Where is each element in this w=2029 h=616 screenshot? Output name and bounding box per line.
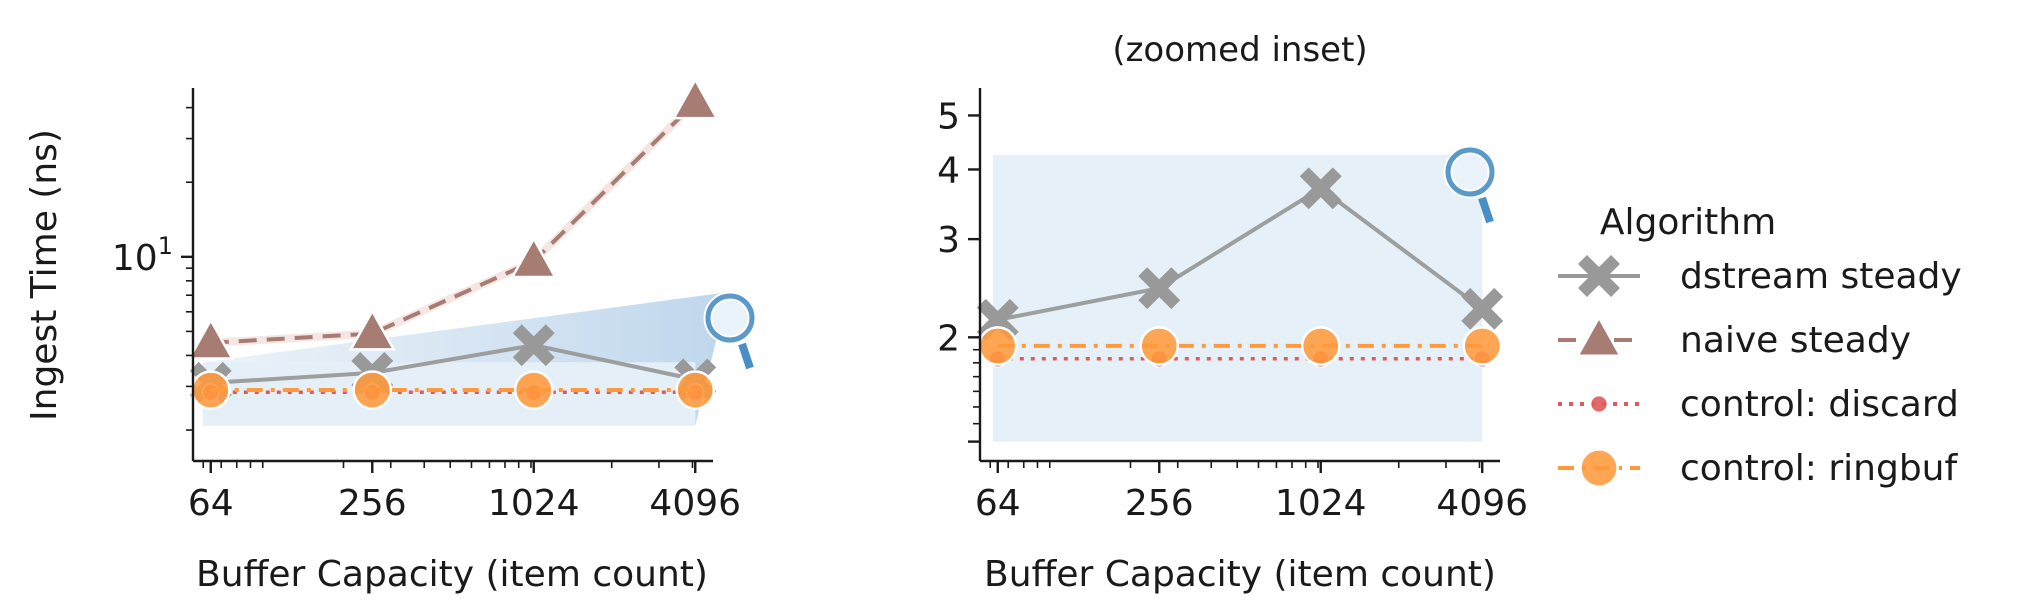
inset-point-dstream-steady — [1461, 287, 1504, 330]
inset-x-tick-label: 64 — [975, 483, 1021, 524]
main-point-dstream-steady — [512, 324, 555, 367]
inset-line-dstream-steady — [997, 185, 1484, 322]
legend-item-dstream-steady: dstream steady — [1558, 255, 1962, 297]
main-point-naive-steady — [187, 317, 235, 360]
inset-y-tick-label: 2 — [937, 318, 960, 359]
legend-marker-dstream-steady — [1578, 255, 1620, 297]
main-x-tick-label: 1024 — [488, 483, 580, 524]
zoom-connector — [202, 292, 728, 426]
main-magnifier-icon — [703, 291, 757, 370]
legend: Algorithm dstream steady naive steady cont… — [1558, 202, 1962, 489]
main-point-naive-steady — [510, 236, 558, 279]
main-line-naive-steady — [210, 100, 697, 345]
main-point-control-ringbuf — [675, 370, 716, 410]
main-y-tick-label: 101 — [112, 232, 173, 279]
inset-point-dstream-steady — [1299, 167, 1342, 210]
inset-x-tick-label: 256 — [1125, 483, 1194, 524]
inset-point-control-ringbuf — [1139, 326, 1180, 366]
main-y-axis-label: Ingest Time (ns) — [24, 129, 65, 421]
legend-title: Algorithm — [1600, 202, 1776, 243]
main-series-control-ringbuf — [190, 370, 716, 410]
main-point-naive-steady — [671, 77, 719, 120]
legend-marker-control-discard — [1589, 394, 1609, 414]
inset-point-dstream-steady — [1138, 267, 1181, 310]
legend-item-naive-steady: naive steady — [1558, 314, 1911, 361]
inset-x-axis-label: Buffer Capacity (item count) — [984, 554, 1496, 595]
legend-label-control-discard: control: discard — [1680, 384, 1959, 425]
inset-x-tick-label: 4096 — [1436, 483, 1528, 524]
legend-item-control-discard: control: discard — [1558, 384, 1959, 425]
inset-y-tick-label: 4 — [937, 150, 960, 191]
inset-plot: (zoomed inset) 64 256 1024 4096 2 3 4 5 Buffer … — [937, 30, 1528, 595]
main-point-control-ringbuf — [352, 370, 393, 410]
main-plot: 64 256 1024 4096 101 Buffer Capacity (item c… — [24, 77, 757, 595]
inset-magnifier-icon — [1443, 145, 1497, 224]
inset-point-control-ringbuf — [1462, 326, 1503, 366]
main-point-control-ringbuf — [513, 370, 554, 410]
legend-item-control-ringbuf: control: ringbuf — [1558, 448, 1958, 489]
main-point-control-ringbuf — [190, 370, 231, 410]
legend-marker-naive-steady — [1575, 314, 1623, 357]
main-series-naive-steady — [187, 77, 719, 360]
main-x-axis-label: Buffer Capacity (item count) — [196, 554, 708, 595]
inset-point-control-ringbuf — [977, 326, 1018, 366]
legend-label-dstream-steady: dstream steady — [1680, 256, 1962, 297]
legend-marker-control-ringbuf — [1579, 448, 1619, 488]
inset-y-tick-label: 3 — [937, 220, 960, 261]
inset-x-tick-label: 1024 — [1275, 483, 1367, 524]
zoom-region — [202, 362, 696, 426]
main-point-naive-steady — [348, 308, 396, 351]
legend-label-control-ringbuf: control: ringbuf — [1680, 448, 1958, 489]
main-x-tick-label: 4096 — [649, 483, 741, 524]
inset-shaded-region — [992, 154, 1483, 442]
main-x-tick-label: 256 — [338, 483, 407, 524]
main-x-tick-label: 64 — [188, 483, 234, 524]
main-line-dstream-steady — [210, 343, 696, 385]
inset-y-tick-label: 5 — [937, 96, 960, 137]
inset-series-dstream-steady — [976, 167, 1504, 341]
legend-label-naive-steady: naive steady — [1680, 320, 1911, 361]
inset-series-control-ringbuf — [977, 326, 1503, 366]
inset-point-control-ringbuf — [1300, 326, 1341, 366]
inset-title: (zoomed inset) — [1112, 30, 1367, 70]
